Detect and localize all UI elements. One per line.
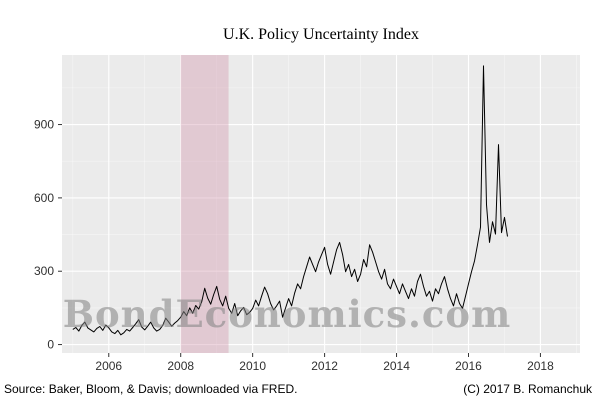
svg-text:2012: 2012 [311,359,338,373]
svg-text:2014: 2014 [383,359,410,373]
svg-text:2006: 2006 [95,359,122,373]
chart-title: U.K. Policy Uncertainty Index [223,26,419,43]
svg-text:600: 600 [34,191,54,205]
svg-text:2008: 2008 [167,359,194,373]
svg-text:900: 900 [34,118,54,132]
svg-text:2010: 2010 [239,359,266,373]
svg-text:0: 0 [47,338,54,352]
source-attribution: Source: Baker, Bloom, & Davis; downloade… [4,382,298,396]
svg-text:2016: 2016 [455,359,482,373]
svg-text:2018: 2018 [527,359,554,373]
svg-text:300: 300 [34,264,54,278]
copyright-notice: (C) 2017 B. Romanchuk [463,382,592,396]
